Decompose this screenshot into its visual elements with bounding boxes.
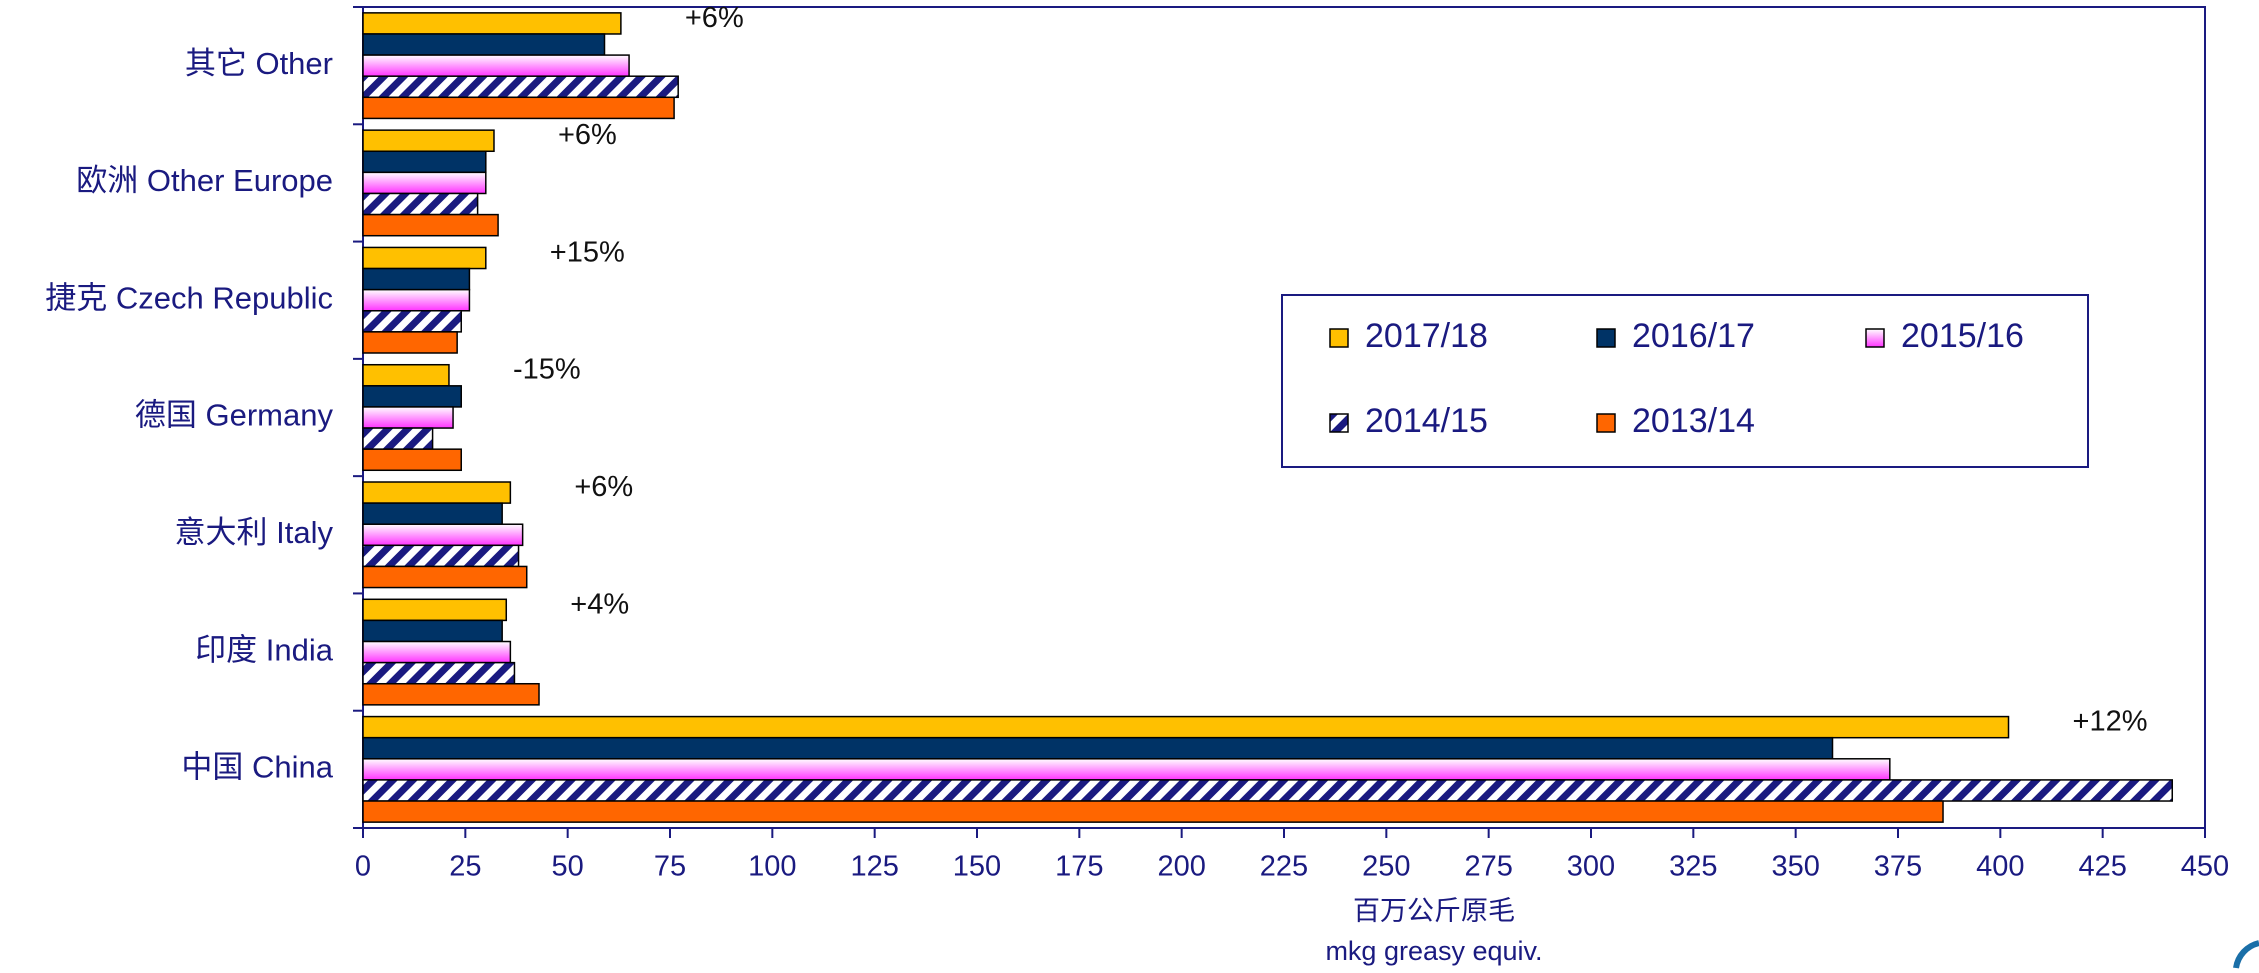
- x-axis-label: 百万公斤原毛: [1353, 896, 1515, 926]
- bar: [362, 640, 512, 664]
- bar: [362, 213, 499, 237]
- category-label: 欧洲 Other Europe: [76, 163, 333, 198]
- legend-swatch: [1329, 328, 1349, 348]
- bar: [362, 96, 675, 120]
- bar: [362, 736, 1834, 760]
- bar: [362, 779, 2174, 802]
- bar: [362, 682, 540, 706]
- bar: [362, 33, 606, 56]
- legend-label: 2017/18: [1365, 317, 1488, 355]
- bar: [362, 481, 512, 504]
- x-tick-label: 325: [1669, 851, 1717, 883]
- x-tick-label: 275: [1464, 851, 1512, 883]
- category-label: 印度 India: [195, 632, 334, 667]
- bar: [362, 331, 458, 354]
- category-label: 其它 Other: [185, 46, 333, 81]
- x-tick-label: 250: [1362, 851, 1410, 883]
- bar: [362, 12, 622, 35]
- legend-swatch: [1329, 413, 1349, 433]
- x-tick-label: 350: [1771, 851, 1819, 883]
- legend-swatch: [1865, 328, 1885, 348]
- legend-label: 2016/17: [1632, 317, 1755, 355]
- annotation: +6%: [574, 471, 633, 503]
- bar: [362, 267, 471, 291]
- legend-box: [1281, 294, 2089, 468]
- bar: [362, 502, 503, 525]
- bar: [362, 715, 2010, 739]
- category-label: 捷克 Czech Republic: [45, 280, 333, 315]
- x-tick-label: 200: [1157, 851, 1205, 883]
- x-tick-label: 300: [1567, 851, 1615, 883]
- x-tick-label: 75: [654, 851, 686, 883]
- x-tick-label: 450: [2181, 851, 2229, 883]
- legend-label: 2013/14: [1632, 402, 1755, 440]
- x-tick-label: 175: [1055, 851, 1103, 883]
- x-tick-label: 100: [748, 851, 796, 883]
- bar: [362, 310, 462, 333]
- legend-swatch: [1596, 328, 1616, 348]
- bar: [362, 171, 487, 195]
- bar: [362, 288, 471, 312]
- bar: [362, 598, 508, 622]
- bar: [362, 129, 495, 153]
- bar: [362, 758, 1891, 781]
- x-tick-label: 125: [850, 851, 898, 883]
- bar: [362, 363, 450, 387]
- category-label: 意大利 Italy: [175, 515, 334, 550]
- x-tick-label: 375: [1874, 851, 1922, 883]
- x-tick-label: 225: [1260, 851, 1308, 883]
- legend-swatch: [1596, 413, 1616, 433]
- x-tick-label: 425: [2078, 851, 2126, 883]
- bar: [362, 150, 487, 174]
- bar: [362, 427, 434, 450]
- annotation: -15%: [513, 354, 581, 386]
- bar: [362, 661, 516, 685]
- x-tick-label: 25: [449, 851, 481, 883]
- bar: [362, 192, 479, 216]
- bar: [362, 246, 487, 270]
- bar: [362, 565, 528, 589]
- bar: [362, 385, 462, 408]
- bar: [362, 523, 524, 547]
- annotation: +15%: [550, 236, 625, 268]
- x-tick-label: 150: [953, 851, 1001, 883]
- x-tick-label: 400: [1976, 851, 2024, 883]
- bar: [362, 406, 454, 429]
- annotation: +6%: [685, 2, 744, 34]
- bar: [362, 619, 503, 643]
- annotation: +12%: [2073, 706, 2148, 738]
- bar: [362, 544, 520, 568]
- legend-label: 2014/15: [1365, 402, 1488, 440]
- x-tick-label: 0: [355, 851, 371, 883]
- category-label: 德国 Germany: [135, 398, 334, 433]
- bar: [362, 800, 1944, 823]
- bar: [362, 54, 630, 77]
- bar: [362, 75, 679, 99]
- bar: [362, 448, 462, 472]
- logo-fragment: [2233, 940, 2259, 969]
- legend-label: 2015/16: [1901, 317, 2024, 355]
- category-label: 中国 China: [181, 750, 333, 785]
- x-tick-label: 50: [552, 851, 584, 883]
- x-axis-label: mkg greasy equiv.: [1325, 936, 1542, 966]
- annotation: +6%: [558, 119, 617, 151]
- annotation: +4%: [570, 588, 629, 620]
